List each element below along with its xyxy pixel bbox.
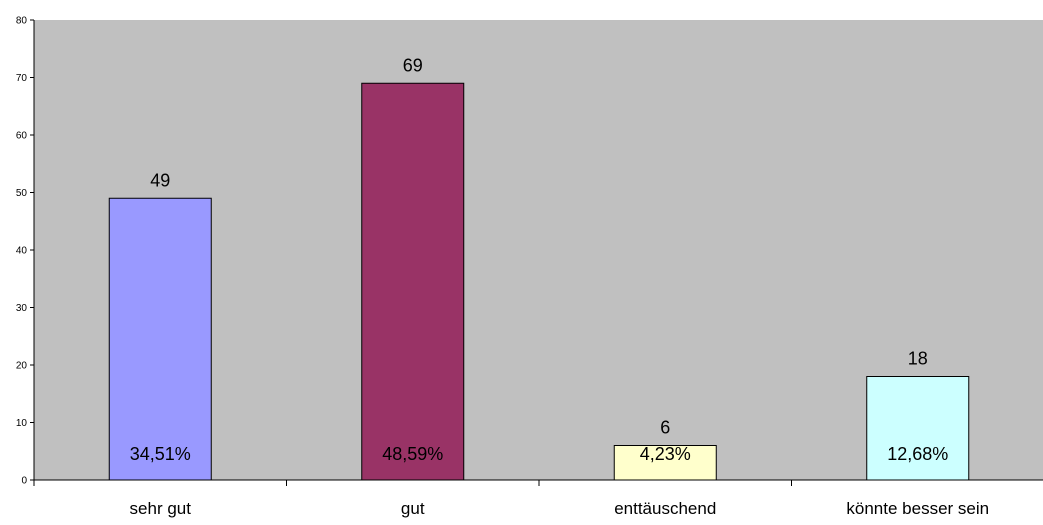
percent-label: 34,51% <box>130 444 191 464</box>
percent-label: 48,59% <box>382 444 443 464</box>
category-label: enttäuschend <box>614 499 716 518</box>
value-label: 49 <box>150 170 170 190</box>
category-label: gut <box>401 499 425 518</box>
bars <box>108 82 970 481</box>
x-axis <box>33 479 1043 486</box>
category-label: könnte besser sein <box>846 499 989 518</box>
percent-label: 12,68% <box>887 444 948 464</box>
bar-enttäuschend <box>613 445 717 481</box>
value-label: 69 <box>403 55 423 75</box>
y-tick-label: 40 <box>16 246 28 257</box>
bar-könnte-besser-sein <box>866 376 970 481</box>
y-tick-label: 50 <box>16 188 28 199</box>
y-axis: 0 10 20 30 40 50 60 70 80 <box>16 16 35 487</box>
y-tick-label: 30 <box>16 303 28 314</box>
y-tick-label: 10 <box>16 418 28 429</box>
y-tick-label: 0 <box>21 476 27 487</box>
value-label: 18 <box>908 349 928 369</box>
y-tick-label: 80 <box>16 16 28 27</box>
percent-labels: 34,51% 48,59% 4,23% 12,68% <box>130 444 949 464</box>
value-labels: 49 69 6 18 <box>150 55 928 437</box>
bar-gut <box>361 82 465 481</box>
y-tick-label: 70 <box>16 73 28 84</box>
percent-label: 4,23% <box>640 444 691 464</box>
y-tick-label: 20 <box>16 361 28 372</box>
bar-sehr-gut <box>108 197 212 481</box>
y-tick-label: 60 <box>16 131 28 142</box>
category-labels: sehr gut gut enttäuschend könnte besser sei… <box>130 499 990 518</box>
category-label: sehr gut <box>130 499 192 518</box>
value-label: 6 <box>660 418 670 438</box>
